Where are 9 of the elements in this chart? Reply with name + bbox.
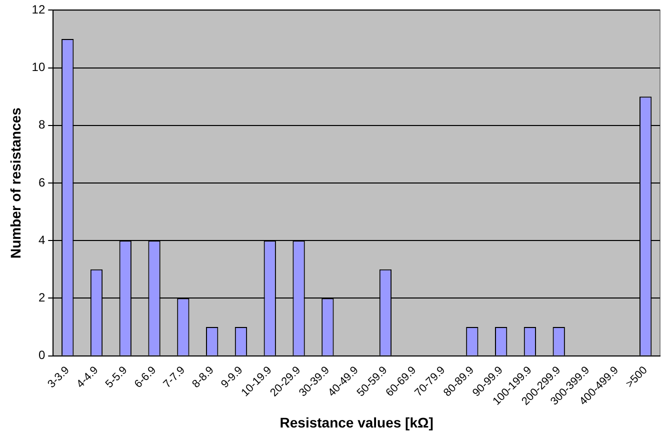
y-axis-title: Number of resistances xyxy=(7,107,24,258)
y-tick-label: 0 xyxy=(38,348,46,362)
y-tick-label: 6 xyxy=(38,175,46,190)
x-axis-title: Resistance values [kΩ] xyxy=(280,414,434,430)
y-tick-label: 2 xyxy=(38,290,46,305)
y-tick-label: 8 xyxy=(38,118,46,132)
y-tick-label: 4 xyxy=(38,232,46,247)
y-tick-label: 12 xyxy=(32,2,46,17)
y-tick-label: 10 xyxy=(32,60,46,74)
